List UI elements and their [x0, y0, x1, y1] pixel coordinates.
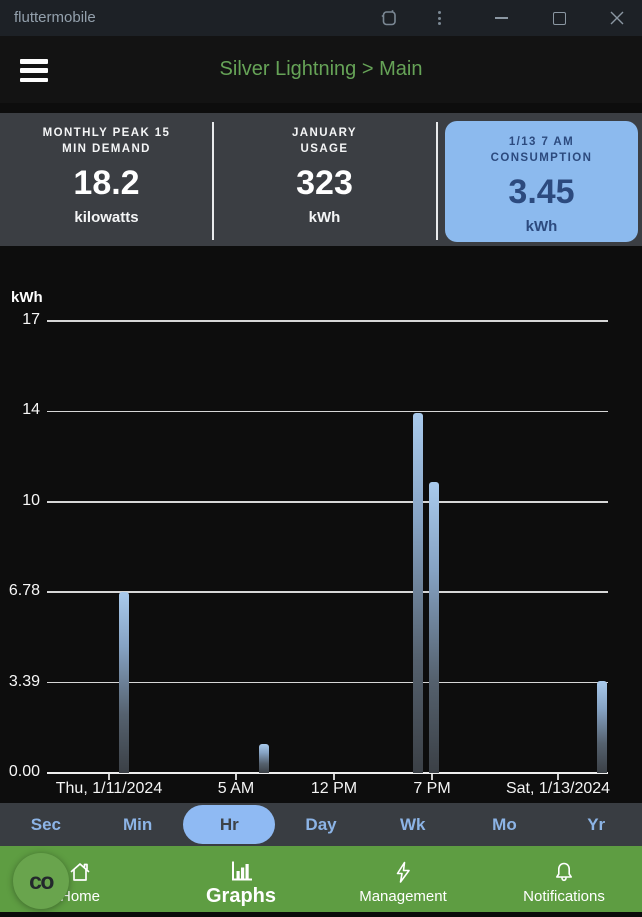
nav-item-management[interactable]: Management [333, 853, 473, 905]
window-maximize-button[interactable] [545, 5, 573, 31]
y-tick-label: 0.00 [8, 763, 40, 780]
range-tab-wk[interactable]: Wk [399, 814, 426, 834]
nav-label: Management [359, 888, 447, 905]
y-tick-label: 17 [22, 311, 40, 328]
chart-gridline [47, 772, 608, 775]
range-tab-min[interactable]: Min [122, 814, 153, 834]
management-icon [390, 853, 416, 885]
nav-label: Home [59, 888, 100, 905]
x-tick-label: 7 PM [413, 780, 451, 797]
bottom-nav: Home Graphs Management [0, 846, 642, 912]
chart-bar[interactable] [258, 744, 269, 773]
chart-gridline [47, 320, 608, 322]
chart-gridline [47, 681, 608, 684]
nav-item-graphs[interactable]: Graphs [171, 853, 311, 908]
hamburger-menu-icon[interactable] [20, 59, 48, 82]
x-tick [333, 774, 335, 780]
y-axis-title: kWh [11, 289, 43, 306]
y-tick-label: 3.39 [8, 672, 40, 690]
stat-card-january-usage: JANUARY USAGE 323 kWh [213, 113, 436, 246]
home-icon [67, 853, 93, 885]
chart-bar[interactable] [596, 681, 607, 773]
window-menu-kebab-icon[interactable] [425, 5, 453, 31]
nav-label: Notifications [523, 888, 605, 905]
stat-card-monthly-peak: MONTHLY PEAK 15 MIN DEMAND 18.2 kilowatt… [0, 113, 213, 246]
stat-value: 3.45 [508, 173, 575, 211]
x-tick-label: 12 PM [310, 780, 358, 797]
chart-gridline [47, 501, 608, 503]
devtools-icon[interactable] [375, 5, 403, 31]
chart-bar[interactable] [429, 482, 440, 773]
stat-label: 1/13 7 AM CONSUMPTION [490, 136, 593, 164]
stat-value: 323 [296, 164, 353, 202]
x-tick-label: Sat, 1/13/2024 [505, 780, 611, 797]
app-bar: Silver Lightning > Main [0, 36, 642, 103]
stat-label: JANUARY USAGE [292, 127, 357, 155]
nav-item-notifications[interactable]: Notifications [494, 853, 634, 905]
stat-value: 18.2 [73, 164, 140, 202]
range-tab-day[interactable]: Day [305, 814, 337, 834]
y-tick-label: 14 [22, 401, 40, 419]
stat-label: MONTHLY PEAK 15 MIN DEMAND [42, 127, 171, 155]
y-tick-label: 6.78 [8, 582, 40, 600]
nav-label: Graphs [205, 885, 277, 907]
nav-item-home[interactable]: Home [10, 853, 150, 905]
notifications-icon [551, 853, 577, 885]
chart: kWh 17 14 10 6.78 3.39 0.00 Thu, 1/11/2024 5 AM… [0, 246, 642, 803]
window-title: fluttermobile [14, 9, 96, 26]
range-tab-mo[interactable]: Mo [492, 814, 517, 834]
page-title: Silver Lightning > Main [219, 58, 423, 80]
y-tick-label: 10 [22, 491, 40, 509]
window-titlebar: fluttermobile [0, 0, 642, 36]
stat-card-consumption-selected[interactable]: 1/13 7 AM CONSUMPTION 3.45 kWh [445, 121, 638, 242]
x-tick [557, 774, 559, 780]
chart-gridline [47, 591, 608, 593]
brand-fab-button[interactable]: co [13, 853, 69, 909]
chart-gridline [47, 410, 608, 413]
stat-unit: kWh [525, 218, 558, 235]
window-bottom-edge [0, 912, 642, 917]
graphs-icon [228, 853, 255, 885]
range-tab-hr[interactable]: Hr [183, 805, 276, 844]
time-range-selector: Sec Min Hr Day Wk Mo Yr [0, 803, 642, 846]
stat-unit: kWh [308, 209, 341, 226]
x-tick [108, 774, 110, 780]
window-minimize-button[interactable] [487, 5, 515, 31]
x-tick [431, 774, 433, 780]
stats-strip: MONTHLY PEAK 15 MIN DEMAND 18.2 kilowatt… [0, 113, 642, 246]
chart-bar[interactable] [119, 592, 130, 773]
range-tab-yr[interactable]: Yr [587, 814, 606, 834]
stats-divider [436, 122, 438, 240]
range-tab-sec[interactable]: Sec [30, 814, 61, 834]
x-tick-label: Thu, 1/11/2024 [55, 780, 163, 797]
chart-bar[interactable] [412, 413, 423, 773]
x-tick [235, 774, 237, 780]
window-close-button[interactable] [603, 5, 631, 31]
stats-divider [212, 122, 214, 240]
stat-unit: kilowatts [74, 209, 139, 226]
x-tick-label: 5 AM [217, 780, 255, 797]
